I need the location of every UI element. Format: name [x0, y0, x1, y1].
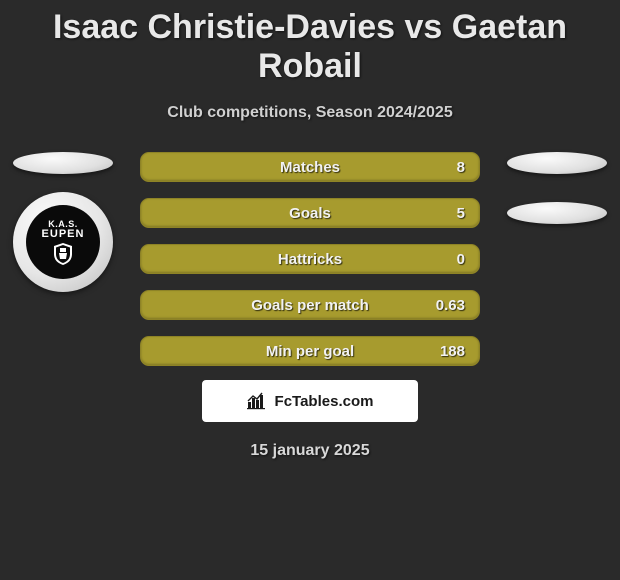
page-title: Isaac Christie-Davies vs Gaetan Robail [0, 0, 620, 86]
badge-text-eupen: EUPEN [42, 228, 85, 240]
date-text: 15 january 2025 [0, 442, 620, 460]
stat-value: 188 [440, 343, 465, 360]
stat-bar-hattricks: Hattricks 0 [140, 244, 480, 274]
stat-value: 8 [457, 159, 465, 176]
stats-bars: Matches 8 Goals 5 Hattricks 0 Goals per … [140, 152, 480, 366]
stat-bar-min-per-goal: Min per goal 188 [140, 336, 480, 366]
right-player-placeholder [507, 152, 607, 174]
comparison-row: K.A.S. EUPEN Matches 8 Goals 5 Hattricks… [0, 152, 620, 366]
left-player-column: K.A.S. EUPEN [8, 152, 118, 366]
brand-box[interactable]: FcTables.com [202, 380, 418, 422]
stat-bar-goals-per-match: Goals per match 0.63 [140, 290, 480, 320]
stat-label: Min per goal [266, 343, 354, 360]
stat-value: 0.63 [436, 297, 465, 314]
bar-chart-icon [247, 392, 269, 410]
badge-inner: K.A.S. EUPEN [26, 205, 100, 279]
stat-bar-goals: Goals 5 [140, 198, 480, 228]
right-club-placeholder [507, 202, 607, 224]
right-player-column [502, 152, 612, 366]
left-player-placeholder [13, 152, 113, 174]
stat-label: Goals per match [251, 297, 369, 314]
subtitle: Club competitions, Season 2024/2025 [0, 104, 620, 122]
brand-text: FcTables.com [275, 393, 374, 410]
stat-value: 5 [457, 205, 465, 222]
stat-bar-matches: Matches 8 [140, 152, 480, 182]
shield-icon [52, 242, 74, 266]
left-club-badge: K.A.S. EUPEN [13, 192, 113, 292]
stat-value: 0 [457, 251, 465, 268]
stat-label: Hattricks [278, 251, 342, 268]
stat-label: Matches [280, 159, 340, 176]
stat-label: Goals [289, 205, 331, 222]
